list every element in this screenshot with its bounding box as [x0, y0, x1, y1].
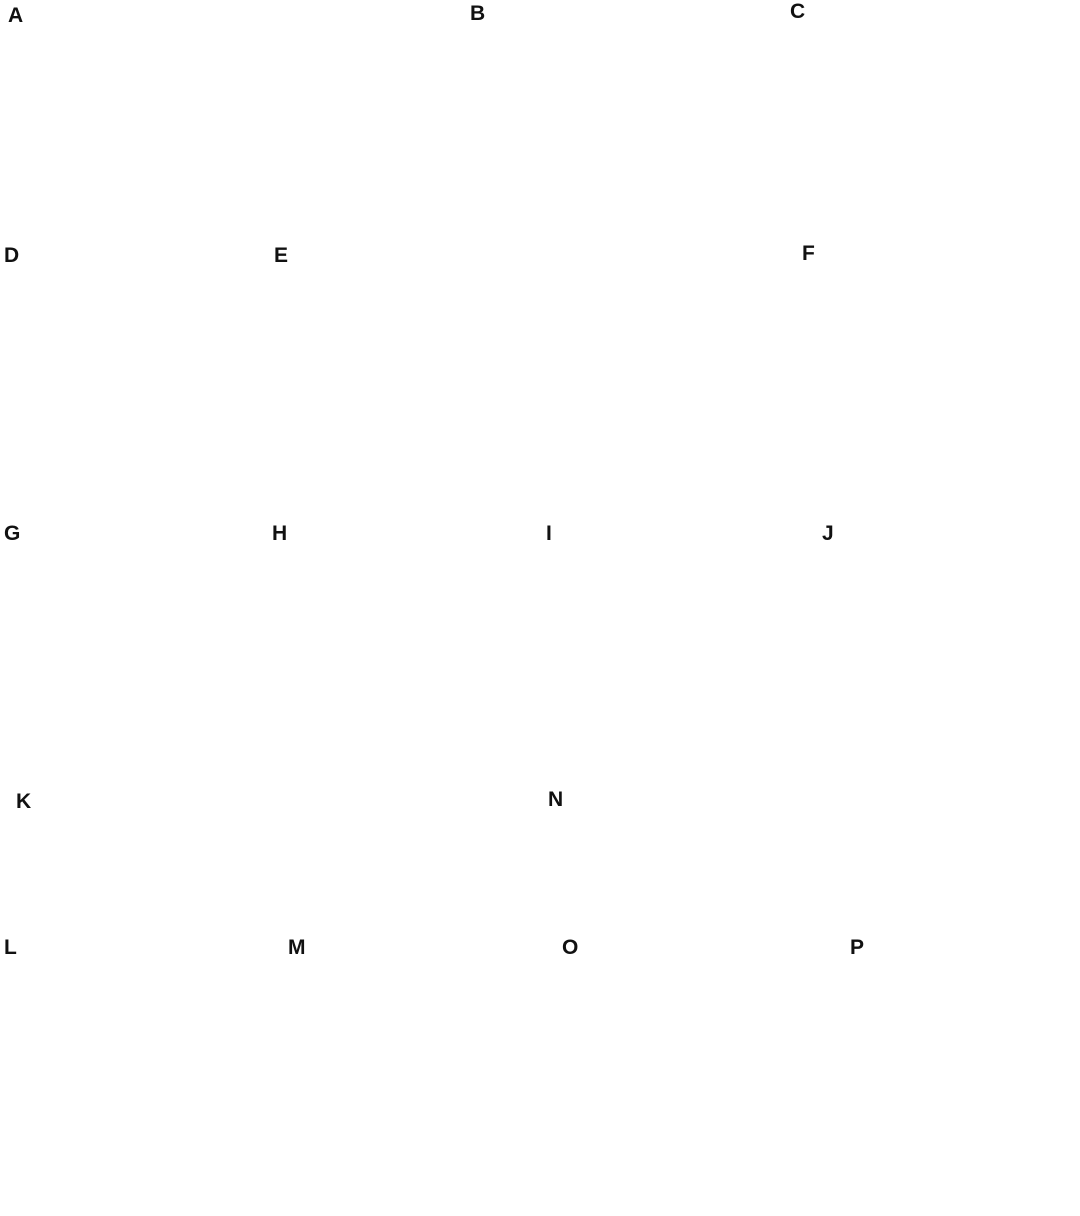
panel-c: C [788, 0, 1080, 242]
panel-f-label: F [802, 242, 815, 265]
panel-l-label: L [4, 936, 17, 959]
contextual-memory-24h-bar-chart [544, 522, 820, 790]
fear-conditioning-line-chart [800, 242, 1080, 522]
panel-o-label: O [562, 936, 579, 959]
panel-a-label: A [8, 4, 24, 27]
panel-m-label: M [288, 936, 306, 959]
panel-o: O [560, 936, 844, 1214]
panel-d: D [2, 244, 270, 520]
panel-l: L [2, 936, 286, 1214]
sipsc-interval-cdf-chart [560, 936, 844, 1214]
panel-a: A [6, 4, 468, 236]
panel-b-label: B [470, 2, 486, 25]
panel-k-label: K [16, 790, 32, 813]
panel-m: M [286, 936, 558, 1214]
panel-d-label: D [4, 244, 20, 267]
auditory-memory-1h-bar-chart [270, 522, 544, 790]
panel-i-label: I [546, 522, 552, 545]
panel-f: F [800, 242, 1080, 522]
panel-g: G [2, 522, 270, 790]
panel-p: P [848, 936, 1080, 1214]
m6a-enrichment-bar-chart [2, 244, 270, 520]
panel-b: B [468, 2, 790, 240]
panel-i: I [544, 522, 820, 790]
panel-h: H [270, 522, 544, 790]
western-blot [272, 244, 602, 520]
sipsc-traces [540, 788, 1080, 938]
rip-enrichment-bar-chart [468, 2, 790, 240]
auditory-memory-24h-bar-chart [820, 522, 1080, 790]
panel-n-label: N [548, 788, 564, 811]
panel-n: N [540, 788, 1080, 938]
sepsc-amplitude-cdf-chart [286, 936, 558, 1214]
sepsc-traces [4, 790, 540, 936]
fold-change-bar-chart [602, 244, 812, 520]
sipsc-amplitude-cdf-chart [848, 936, 1080, 1214]
panel-p-label: P [850, 936, 865, 959]
panel-k: K [4, 790, 540, 936]
mrna-decay-line-chart [788, 0, 1080, 242]
panel-e-label: E [274, 244, 289, 267]
panel-j: J [820, 522, 1080, 790]
contextual-memory-1h-bar-chart [2, 522, 270, 790]
genome-browser-tracks [6, 4, 468, 236]
panel-g-label: G [4, 522, 21, 545]
sepsc-interval-cdf-chart [2, 936, 286, 1214]
panel-e: E [272, 244, 812, 520]
panel-c-label: C [790, 0, 806, 23]
panel-h-label: H [272, 522, 288, 545]
panel-j-label: J [822, 522, 834, 545]
